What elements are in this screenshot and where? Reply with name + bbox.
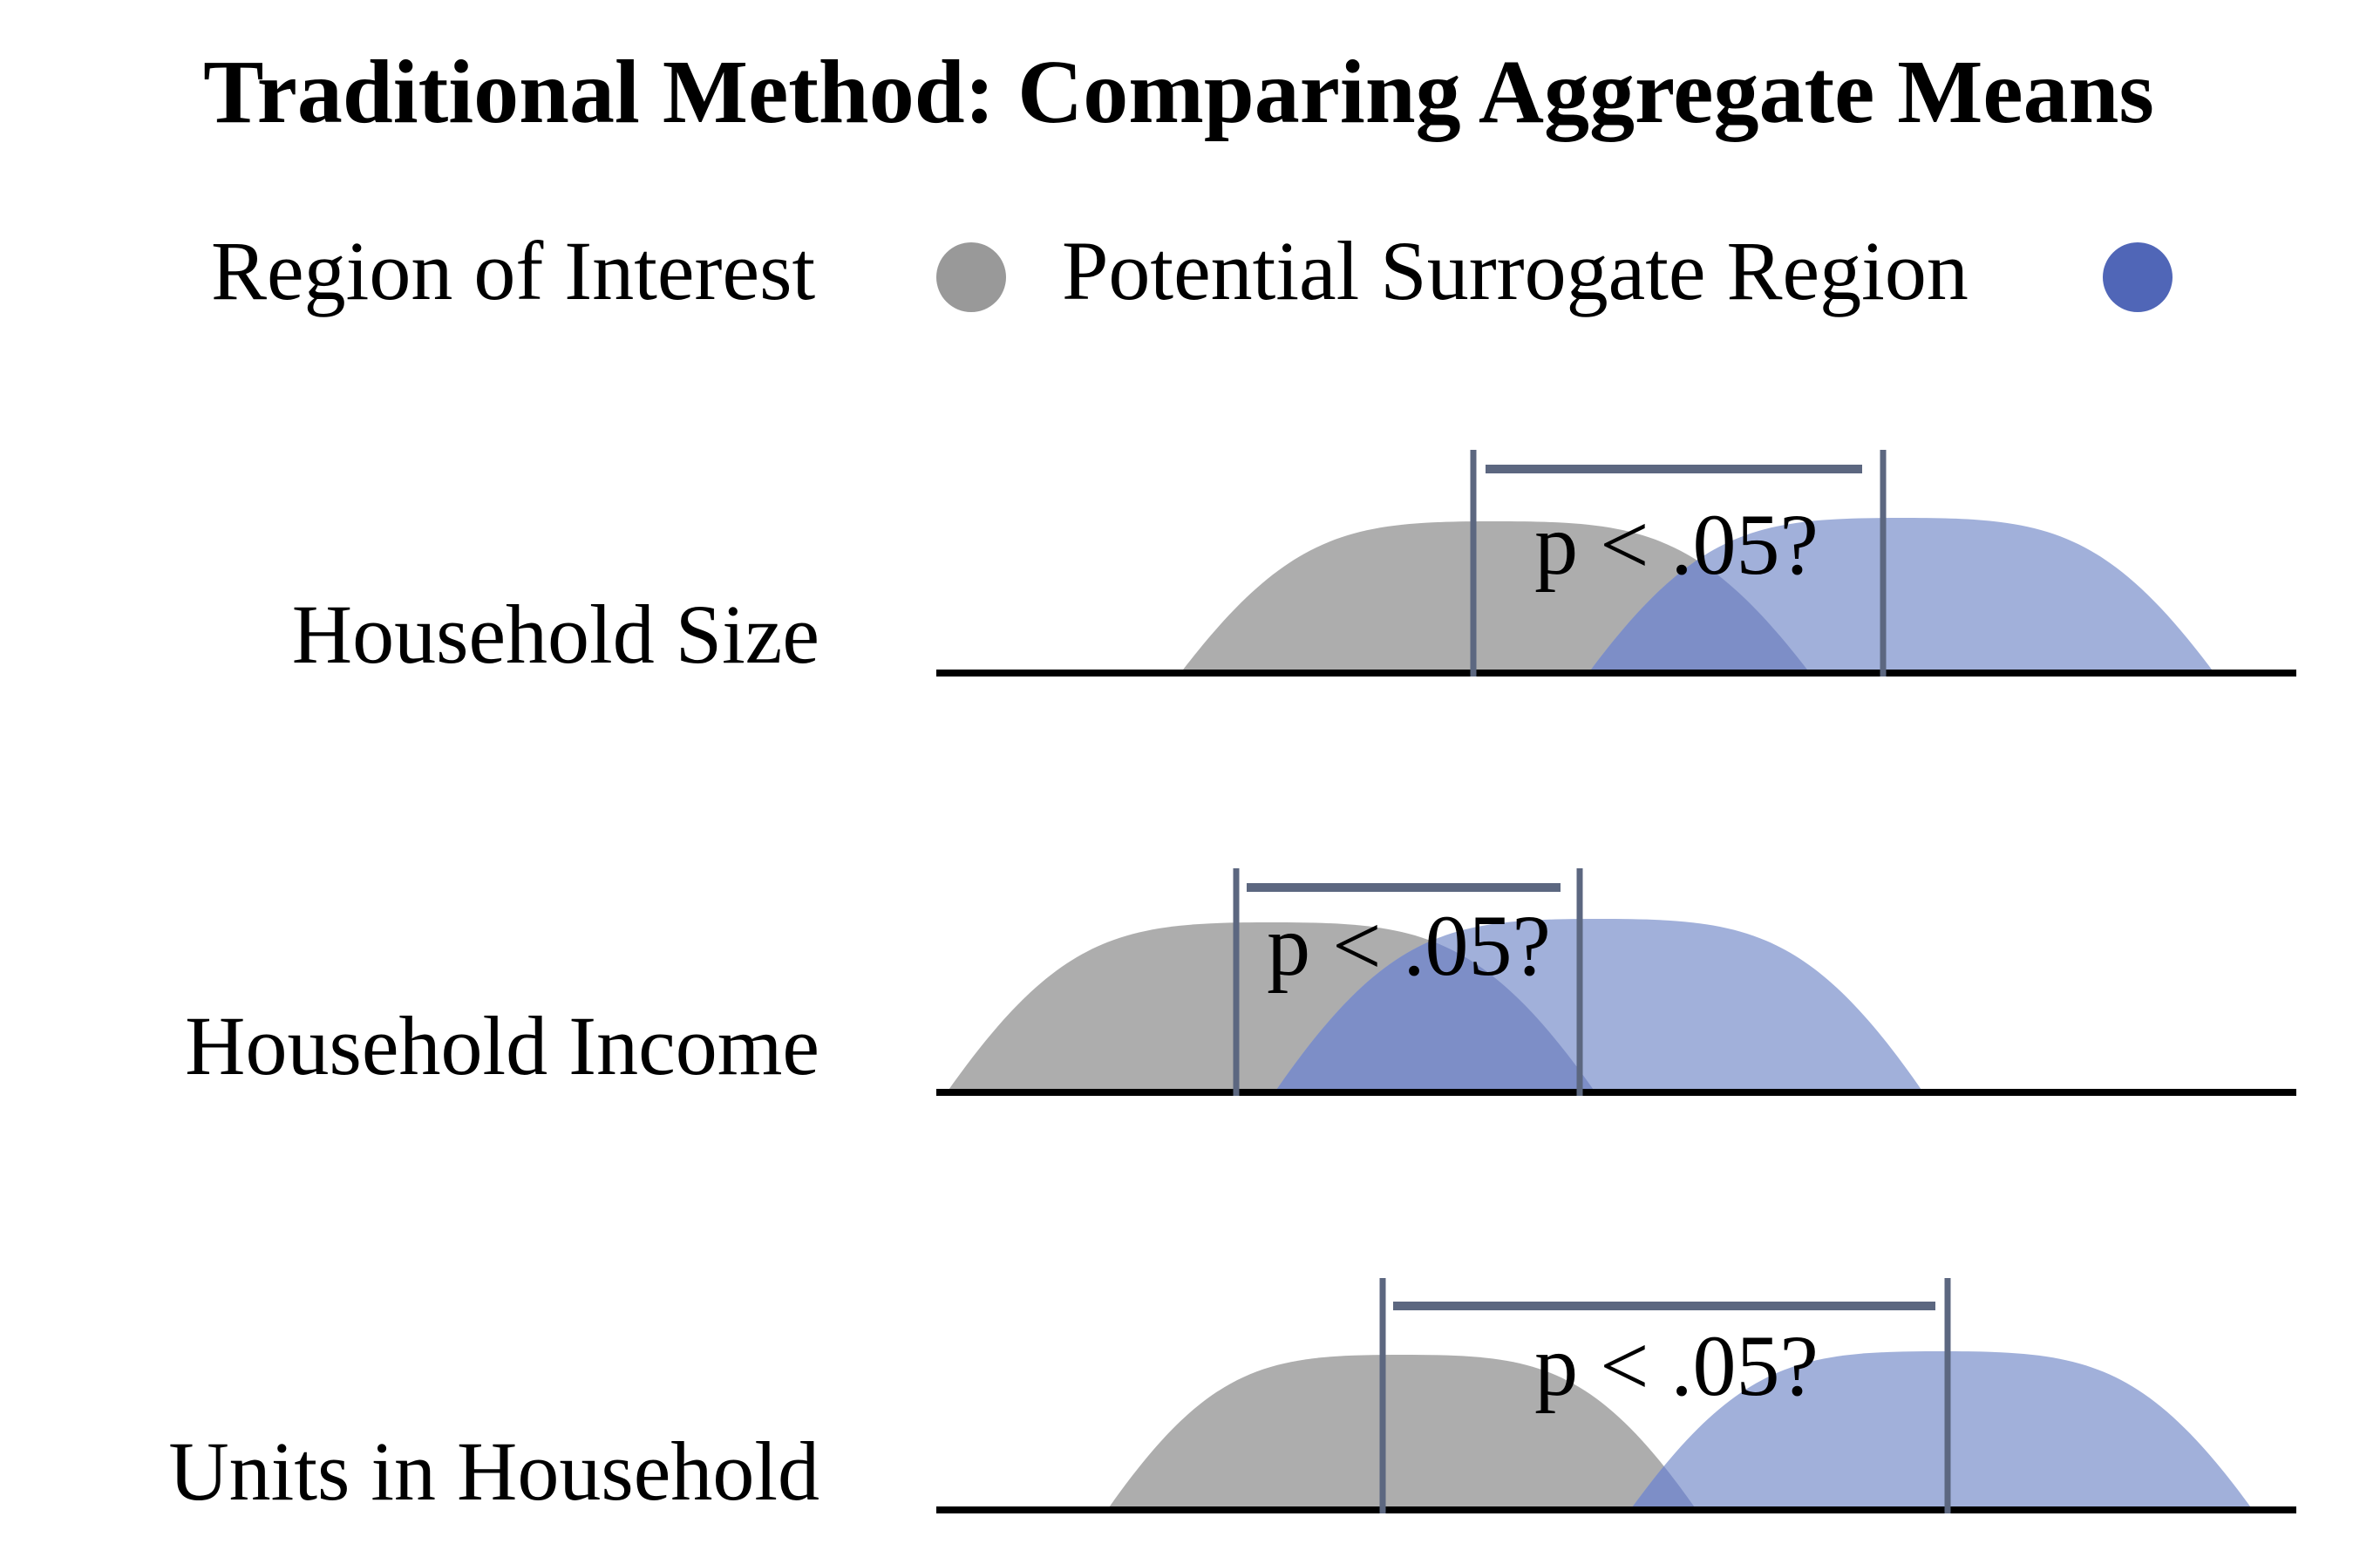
legend-swatch-region-of-interest (936, 242, 1006, 312)
legend-swatch-surrogate-region (2103, 242, 2173, 312)
row-label: Units in Household (168, 1425, 819, 1518)
legend-label-region-of-interest: Region of Interest (211, 224, 815, 317)
legend: Region of Interest Potential Surrogate R… (211, 224, 2173, 317)
legend-label-surrogate-region: Potential Surrogate Region (1062, 224, 1969, 317)
significance-annotation: p < .05? (1267, 897, 1551, 994)
row-label: Household Income (185, 999, 819, 1092)
significance-annotation: p < .05? (1534, 496, 1819, 593)
row-units-in-household: Units in Household p < .05? (168, 1278, 2296, 1518)
figure-title: Traditional Method: Comparing Aggregate … (203, 42, 2154, 142)
significance-annotation: p < .05? (1534, 1317, 1819, 1414)
row-household-income: Household Income p < .05? (185, 868, 2296, 1096)
row-household-size: Household Size p < .05? (292, 450, 2296, 681)
distribution-overlap (1275, 922, 1595, 1092)
row-label: Household Size (292, 588, 819, 681)
region-of-interest-distribution (1107, 1355, 1697, 1510)
surrogate-region-distribution (1630, 1351, 2253, 1510)
